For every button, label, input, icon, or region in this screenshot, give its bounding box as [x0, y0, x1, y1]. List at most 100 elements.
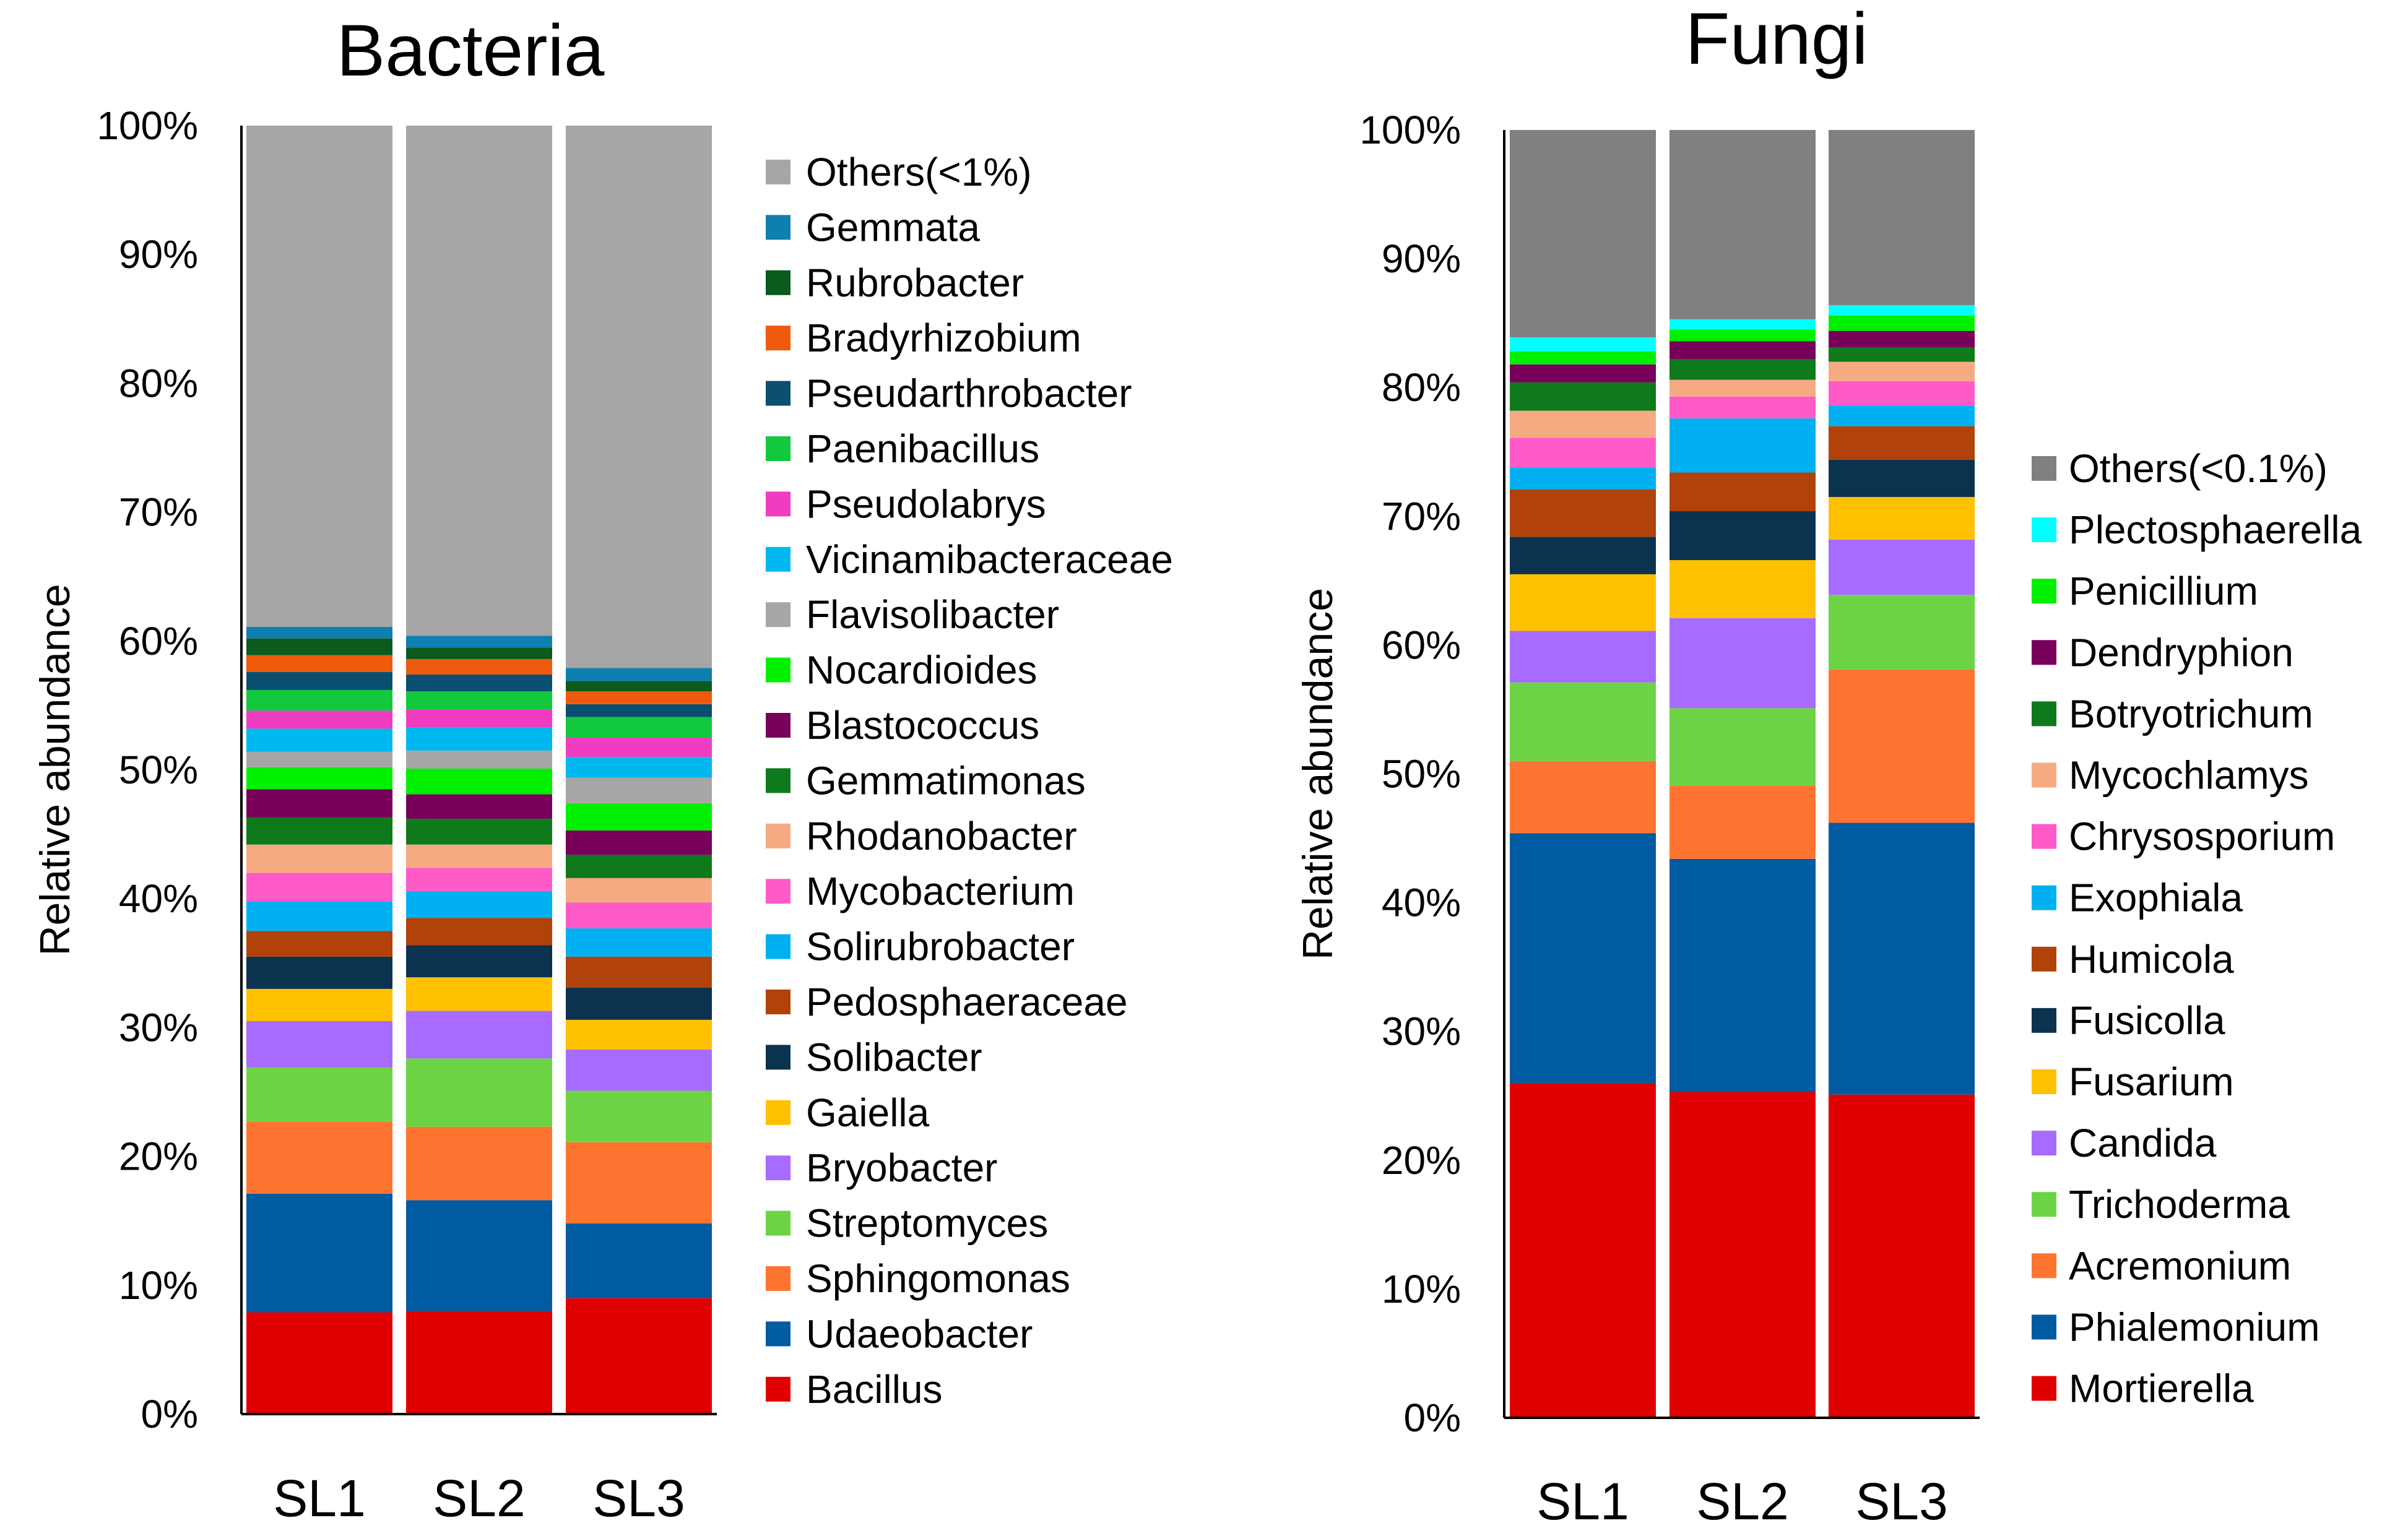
bar-segment	[1829, 539, 1975, 595]
legend-swatch	[766, 1321, 790, 1347]
bar-segment	[1510, 574, 1656, 631]
legend-swatch	[2032, 762, 2056, 788]
legend-label: Chrysosporium	[2069, 814, 2335, 859]
bar-segment	[1670, 341, 1816, 360]
legend-swatch	[766, 270, 790, 295]
bar-segment	[566, 681, 712, 691]
legend-swatch	[2032, 824, 2056, 849]
legend-swatch	[2032, 701, 2056, 727]
bar-segment	[1829, 361, 1975, 381]
y-tick-label: 30%	[119, 1005, 198, 1050]
bar-segment	[246, 818, 392, 845]
x-category-label: SL2	[1696, 1472, 1788, 1530]
legend-swatch	[766, 657, 790, 683]
x-category-label: SL3	[592, 1469, 685, 1527]
bar-segment	[1510, 1082, 1656, 1418]
bar-segment	[246, 956, 392, 989]
legend-label: Blastococcus	[806, 703, 1039, 748]
legend-label: Pseudolabrys	[806, 481, 1046, 526]
bar-segment	[1670, 618, 1816, 709]
bar-segment	[1510, 631, 1656, 683]
y-tick-label: 10%	[119, 1263, 198, 1308]
legend-label: Pseudarthrobacter	[806, 371, 1132, 416]
legend-swatch	[766, 546, 790, 572]
bar-segment	[246, 844, 392, 873]
bar-segment	[1670, 560, 1816, 618]
bar-segment	[566, 855, 712, 878]
bar-segment	[566, 902, 712, 929]
legend-swatch	[766, 768, 790, 793]
legend-label: Udaeobacter	[806, 1311, 1033, 1356]
bar-segment	[406, 126, 552, 636]
y-tick-label: 90%	[119, 232, 198, 277]
bar-segment	[566, 1019, 712, 1050]
bar-segment	[246, 689, 392, 711]
y-tick-label: 50%	[1382, 752, 1461, 796]
legend-label: Botryotrichum	[2069, 691, 2313, 736]
bar-segment	[246, 1193, 392, 1313]
legend-swatch	[766, 436, 790, 461]
bar-segment	[246, 931, 392, 957]
bar-segment	[566, 1049, 712, 1091]
bar-segment	[1670, 379, 1816, 397]
bar-segment	[1510, 489, 1656, 537]
bar-segment	[246, 126, 392, 627]
legend-swatch	[2032, 1007, 2056, 1033]
x-category-label: SL2	[433, 1469, 525, 1527]
bar-segment	[566, 878, 712, 903]
bar-segment	[566, 987, 712, 1020]
legend-swatch	[766, 823, 790, 848]
bar-segment	[406, 868, 552, 891]
bar-segment	[1829, 130, 1975, 306]
legend-label: Bacillus	[806, 1367, 943, 1412]
bar-segment	[1829, 497, 1975, 540]
legend-label: Bradyrhizobium	[806, 316, 1081, 360]
y-tick-label: 70%	[119, 490, 198, 535]
bar-segment	[406, 918, 552, 946]
legend-swatch	[766, 1100, 790, 1125]
bar-segment	[1829, 315, 1975, 331]
bar-segment	[246, 626, 392, 639]
bar-segment	[406, 691, 552, 710]
legend-swatch	[2032, 579, 2056, 604]
legend-label: Candida	[2069, 1121, 2217, 1165]
bar-segment	[246, 1067, 392, 1122]
bar-segment	[566, 928, 712, 957]
bar-segment	[406, 891, 552, 918]
bar-segment	[1670, 130, 1816, 319]
y-tick-label: 30%	[1382, 1009, 1461, 1054]
bar-segment	[566, 737, 712, 757]
legend-swatch	[2032, 517, 2056, 543]
bar-segment	[406, 1200, 552, 1311]
bar-segment	[406, 844, 552, 868]
y-tick-label: 70%	[1382, 494, 1461, 538]
bar-segment	[566, 1090, 712, 1142]
bar-segment	[1829, 426, 1975, 460]
legend-swatch	[766, 934, 790, 959]
bar-segment	[246, 638, 392, 655]
bar-segment	[1829, 330, 1975, 348]
legend-label: Phialemonium	[2069, 1305, 2320, 1349]
x-category-label: SL1	[273, 1469, 365, 1527]
legend-swatch	[766, 215, 790, 240]
legend-label: Gaiella	[806, 1090, 930, 1135]
legend-label: Bryobacter	[806, 1146, 997, 1190]
bar-segment	[1829, 822, 1975, 1095]
legend-swatch	[2032, 1192, 2056, 1217]
legend-swatch	[766, 1045, 790, 1070]
legend-swatch	[2032, 640, 2056, 665]
bar-segment	[406, 647, 552, 659]
bar-segment	[1829, 669, 1975, 823]
legend-swatch	[2032, 946, 2056, 972]
y-tick-label: 0%	[141, 1392, 199, 1436]
bar-segment	[246, 988, 392, 1021]
bar-segment	[246, 1121, 392, 1194]
bar-segment	[1670, 359, 1816, 380]
legend-swatch	[766, 1266, 790, 1291]
y-tick-label: 80%	[1382, 365, 1461, 410]
y-tick-label: 20%	[1382, 1138, 1461, 1183]
legend-label: Others(<0.1%)	[2069, 446, 2328, 491]
legend-label: Nocardioides	[806, 648, 1037, 692]
bar-segment	[406, 819, 552, 845]
bar-segment	[406, 977, 552, 1011]
